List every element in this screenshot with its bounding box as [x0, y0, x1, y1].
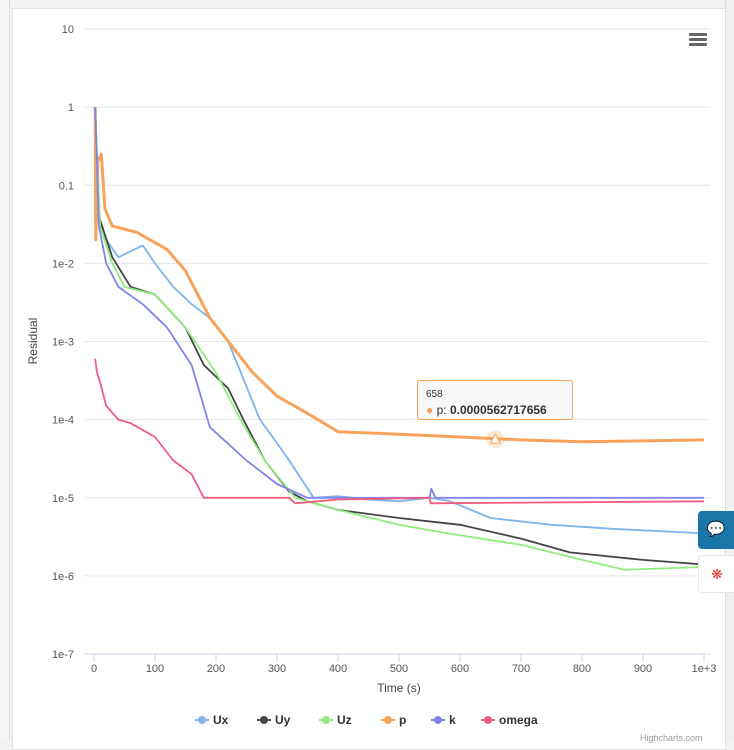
- tooltip-value: 0.0000562717656: [449, 403, 547, 417]
- legend-item-Uy[interactable]: Uy: [257, 713, 291, 727]
- legend-label: Uy: [275, 713, 291, 727]
- y-tick-label: 1e-6: [52, 571, 74, 583]
- legend-item-omega[interactable]: omega: [481, 713, 538, 727]
- series-line-Uy[interactable]: [94, 107, 705, 566]
- x-tick-label: 300: [268, 663, 286, 675]
- legend-label: Ux: [213, 713, 229, 727]
- y-tick-label: 1e-4: [52, 415, 74, 427]
- legend-item-p[interactable]: p: [381, 713, 406, 727]
- x-tick-label: 0: [91, 663, 97, 675]
- x-tick-label: 600: [451, 663, 469, 675]
- legend-label: Uz: [337, 713, 352, 727]
- series-line-Ux[interactable]: [94, 107, 705, 535]
- legend-marker-icon: [434, 716, 442, 724]
- series-line-k[interactable]: [94, 107, 704, 499]
- chat-icon: 💬: [706, 521, 726, 538]
- chart-menu-button[interactable]: [689, 33, 707, 47]
- x-tick-label: 500: [390, 663, 408, 675]
- legend-marker-icon: [384, 716, 392, 724]
- x-tick-label: 800: [573, 663, 591, 675]
- legend-item-Uz[interactable]: Uz: [319, 713, 352, 727]
- highcharts-credit[interactable]: Highcharts.com: [640, 733, 703, 743]
- y-tick-label: 1e-2: [52, 258, 74, 270]
- y-tick-label: 1e-5: [52, 493, 74, 505]
- legend-label: k: [449, 713, 456, 727]
- legend-label: omega: [499, 713, 538, 727]
- hover-marker: [489, 433, 502, 444]
- y-tick-label: 10: [62, 24, 74, 36]
- x-tick-label: 100: [146, 663, 164, 675]
- x-tick-label: 200: [207, 663, 225, 675]
- legend-marker-icon: [198, 716, 206, 724]
- y-tick-label: 1e-7: [52, 649, 74, 661]
- y-tick-label: 1e-3: [52, 337, 74, 349]
- tooltip-dot-icon: ●: [426, 403, 434, 417]
- x-tick-label: 400: [329, 663, 347, 675]
- x-tick-label: 900: [634, 663, 652, 675]
- left-panel-edge: [0, 0, 10, 740]
- series-line-p[interactable]: [93, 107, 705, 444]
- series-line-Uz[interactable]: [94, 107, 705, 571]
- legend-label: p: [399, 713, 406, 727]
- legend-marker-icon: [260, 716, 268, 724]
- x-tick-label: 1e+3: [692, 663, 717, 675]
- x-tick-label: 700: [512, 663, 530, 675]
- legend-marker-icon: [484, 716, 492, 724]
- series-line-omega[interactable]: [94, 358, 705, 505]
- x-axis-title: Time (s): [377, 681, 421, 695]
- bug-icon: ❋: [711, 566, 723, 582]
- legend-item-k[interactable]: k: [431, 713, 456, 727]
- tooltip: 658 ● p: 0.0000562717656: [417, 380, 573, 420]
- tooltip-label: p:: [436, 403, 447, 417]
- legend-marker-icon: [322, 716, 330, 724]
- y-tick-label: 0.1: [59, 180, 74, 192]
- tooltip-x: 658: [426, 389, 443, 400]
- y-axis-title: Residual: [26, 318, 40, 365]
- bug-report-button[interactable]: ❋: [698, 555, 734, 593]
- right-scrollbar[interactable]: [725, 0, 734, 740]
- chat-button[interactable]: 💬: [698, 511, 734, 549]
- y-tick-label: 1: [68, 102, 74, 114]
- legend-item-Ux[interactable]: Ux: [195, 713, 229, 727]
- chart-card: [12, 8, 726, 750]
